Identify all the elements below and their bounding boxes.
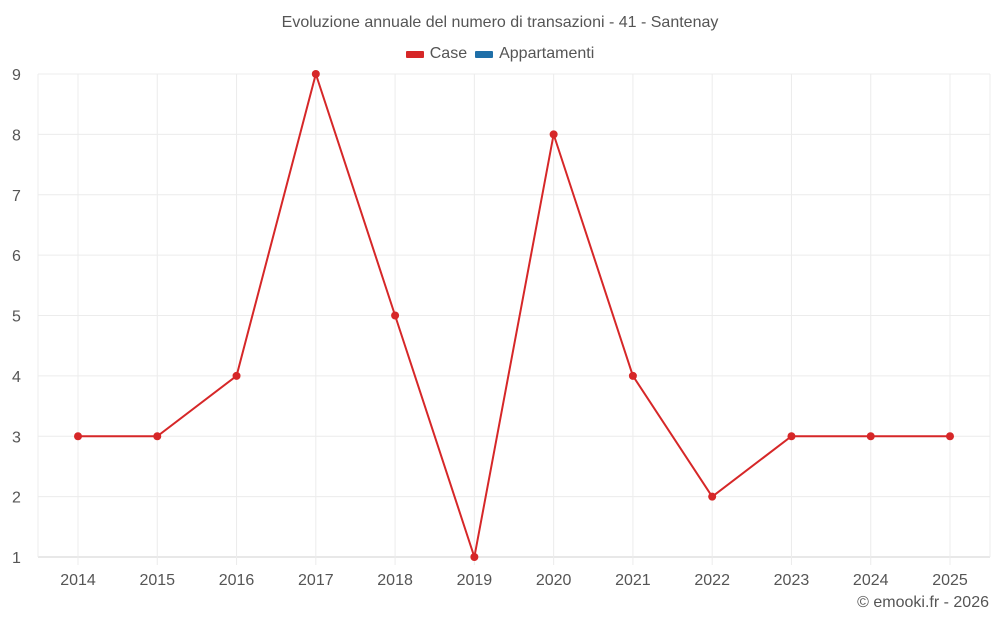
x-tick-label: 2019	[457, 572, 493, 589]
legend-item-appartamenti[interactable]: Appartamenti	[475, 45, 594, 63]
y-tick-label: 4	[12, 369, 21, 386]
series-line-case	[78, 70, 950, 558]
x-tick-label: 2018	[377, 572, 413, 589]
data-point[interactable]	[708, 492, 717, 501]
data-point[interactable]	[74, 432, 82, 441]
data-point[interactable]	[549, 130, 558, 139]
x-tick-label: 2023	[774, 572, 810, 589]
legend-swatch-case	[405, 50, 424, 58]
x-tick-label: 2022	[694, 572, 730, 589]
data-point[interactable]	[787, 432, 796, 441]
x-tick-label: 2021	[615, 572, 651, 589]
data-point[interactable]	[232, 371, 241, 380]
x-tick-label: 2014	[60, 572, 96, 589]
y-tick-label: 5	[12, 309, 21, 326]
data-point[interactable]	[628, 371, 637, 380]
legend-label-case: Case	[429, 45, 468, 62]
x-tick-label: 2020	[536, 572, 572, 589]
legend: Case Appartamenti	[0, 45, 1000, 63]
legend-item-case[interactable]: Case	[405, 45, 468, 63]
chart-title: Evoluzione annuale del numero di transaz…	[281, 14, 719, 31]
data-point[interactable]	[311, 70, 320, 78]
x-tick-label: 2025	[932, 572, 968, 589]
x-tick-label: 2016	[219, 572, 255, 589]
y-tick-label: 8	[12, 127, 21, 144]
x-tick-label: 2017	[298, 572, 334, 589]
y-tick-label: 3	[12, 429, 21, 446]
y-tick-label: 1	[12, 550, 21, 567]
y-tick-label: 6	[12, 248, 21, 265]
x-tick-label: 2015	[139, 572, 175, 589]
y-tick-label: 2	[12, 490, 21, 507]
data-point[interactable]	[866, 432, 875, 441]
legend-label-appartamenti: Appartamenti	[499, 45, 595, 62]
legend-swatch-appartamenti	[475, 50, 494, 58]
data-point[interactable]	[946, 432, 954, 441]
data-point[interactable]	[391, 311, 400, 320]
y-tick-label: 9	[12, 67, 21, 84]
data-point[interactable]	[470, 553, 479, 561]
data-point[interactable]	[153, 432, 162, 441]
x-tick-label: 2024	[853, 572, 889, 589]
y-tick-label: 7	[12, 188, 21, 205]
credit-text: © emooki.fr - 2026	[857, 594, 989, 611]
